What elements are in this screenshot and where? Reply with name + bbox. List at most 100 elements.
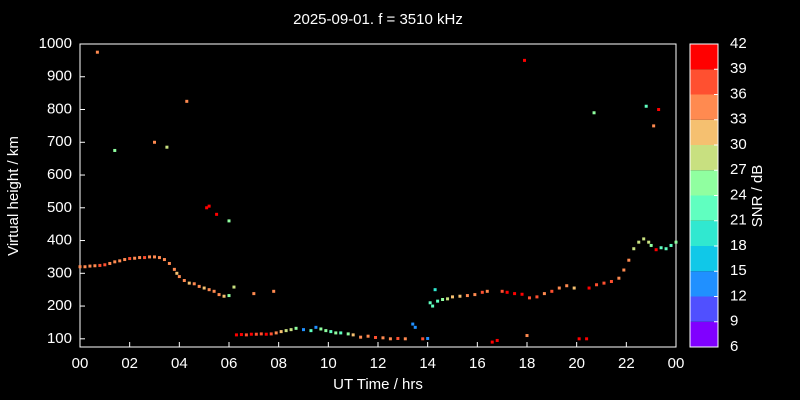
data-point (192, 282, 196, 286)
data-point (359, 335, 363, 339)
data-point (490, 340, 494, 344)
data-point (93, 264, 97, 268)
colorbar-bin (690, 195, 718, 221)
data-point (167, 261, 171, 265)
data-point (128, 257, 132, 261)
data-point (644, 104, 648, 108)
data-point (451, 295, 454, 299)
colorbar-tick-label: 24 (730, 186, 747, 203)
x-tick-label: 14 (419, 355, 436, 372)
data-point (500, 289, 504, 293)
colorbar-tick-label: 6 (730, 338, 738, 355)
data-point (227, 219, 231, 223)
data-point (441, 298, 445, 302)
data-point (431, 304, 435, 308)
data-point (294, 326, 298, 330)
data-point (148, 255, 152, 259)
colorbar-bin (690, 94, 718, 120)
data-point (592, 111, 596, 115)
x-tick-label: 00 (668, 355, 685, 372)
data-point (527, 296, 531, 300)
x-tick-label: 06 (221, 355, 238, 372)
colorbar-tick-label: 27 (730, 161, 747, 178)
data-point (339, 331, 343, 335)
data-point (98, 263, 102, 267)
data-point (232, 285, 236, 289)
data-point (205, 206, 209, 210)
data-point (505, 290, 509, 294)
y-tick-label: 700 (47, 133, 72, 150)
x-tick-label: 16 (469, 355, 486, 372)
data-point (351, 333, 355, 337)
data-point (495, 338, 499, 342)
data-point (118, 259, 122, 263)
data-point (669, 243, 673, 247)
colorbar-bin (690, 246, 718, 272)
data-point (289, 328, 293, 332)
colorbar-label: SNR / dB (749, 165, 766, 228)
data-point (632, 247, 636, 251)
data-point (153, 255, 156, 259)
data-point (659, 246, 663, 250)
y-tick-label: 500 (47, 199, 72, 216)
plot-frame (79, 43, 677, 348)
data-point (346, 332, 350, 336)
colorbar-tick-label: 15 (730, 262, 747, 279)
data-point (187, 281, 191, 285)
data-point (565, 284, 569, 288)
colorbar-bin (690, 296, 718, 322)
data-point (207, 204, 211, 208)
data-point (396, 336, 400, 340)
x-tick-label: 22 (618, 355, 635, 372)
data-point (485, 289, 489, 293)
data-point (381, 336, 385, 340)
data-point (143, 256, 147, 260)
data-point (657, 108, 661, 112)
x-tick-label: 04 (171, 355, 188, 372)
colorbar-bin (690, 44, 718, 70)
y-axis-label: Virtual height / km (5, 136, 22, 256)
data-point (222, 294, 226, 298)
y-tick-label: 900 (47, 68, 72, 85)
data-point (172, 267, 176, 271)
data-point (269, 332, 273, 336)
data-point (244, 333, 248, 337)
data-point (234, 333, 238, 337)
data-point (165, 145, 169, 149)
data-point (162, 258, 166, 262)
data-point (572, 286, 576, 290)
data-point (314, 325, 318, 329)
colorbar-bin (690, 271, 718, 297)
data-point (133, 256, 137, 260)
data-point (587, 286, 591, 290)
x-tick-label: 08 (270, 355, 287, 372)
data-point (302, 328, 305, 332)
data-point (83, 265, 87, 269)
data-point (627, 258, 631, 262)
data-point (421, 337, 425, 341)
y-tick-label: 800 (47, 100, 72, 117)
data-point (366, 334, 370, 338)
data-point (674, 240, 678, 244)
data-point (654, 248, 658, 252)
data-point (602, 281, 606, 285)
data-point (264, 332, 268, 336)
colorbar-tick-label: 42 (730, 35, 747, 52)
x-tick-label: 02 (121, 355, 138, 372)
data-point (113, 148, 117, 152)
data-point (175, 271, 179, 275)
data-point (157, 256, 161, 260)
data-point (652, 124, 656, 128)
data-point (520, 292, 524, 296)
data-point (95, 50, 99, 54)
data-point (446, 297, 450, 301)
data-point (324, 329, 328, 333)
data-point (227, 294, 231, 298)
data-point (388, 337, 392, 341)
data-point (622, 268, 626, 272)
data-point (279, 330, 283, 334)
data-point (433, 288, 437, 292)
data-point (595, 283, 599, 287)
data-point (647, 240, 651, 244)
